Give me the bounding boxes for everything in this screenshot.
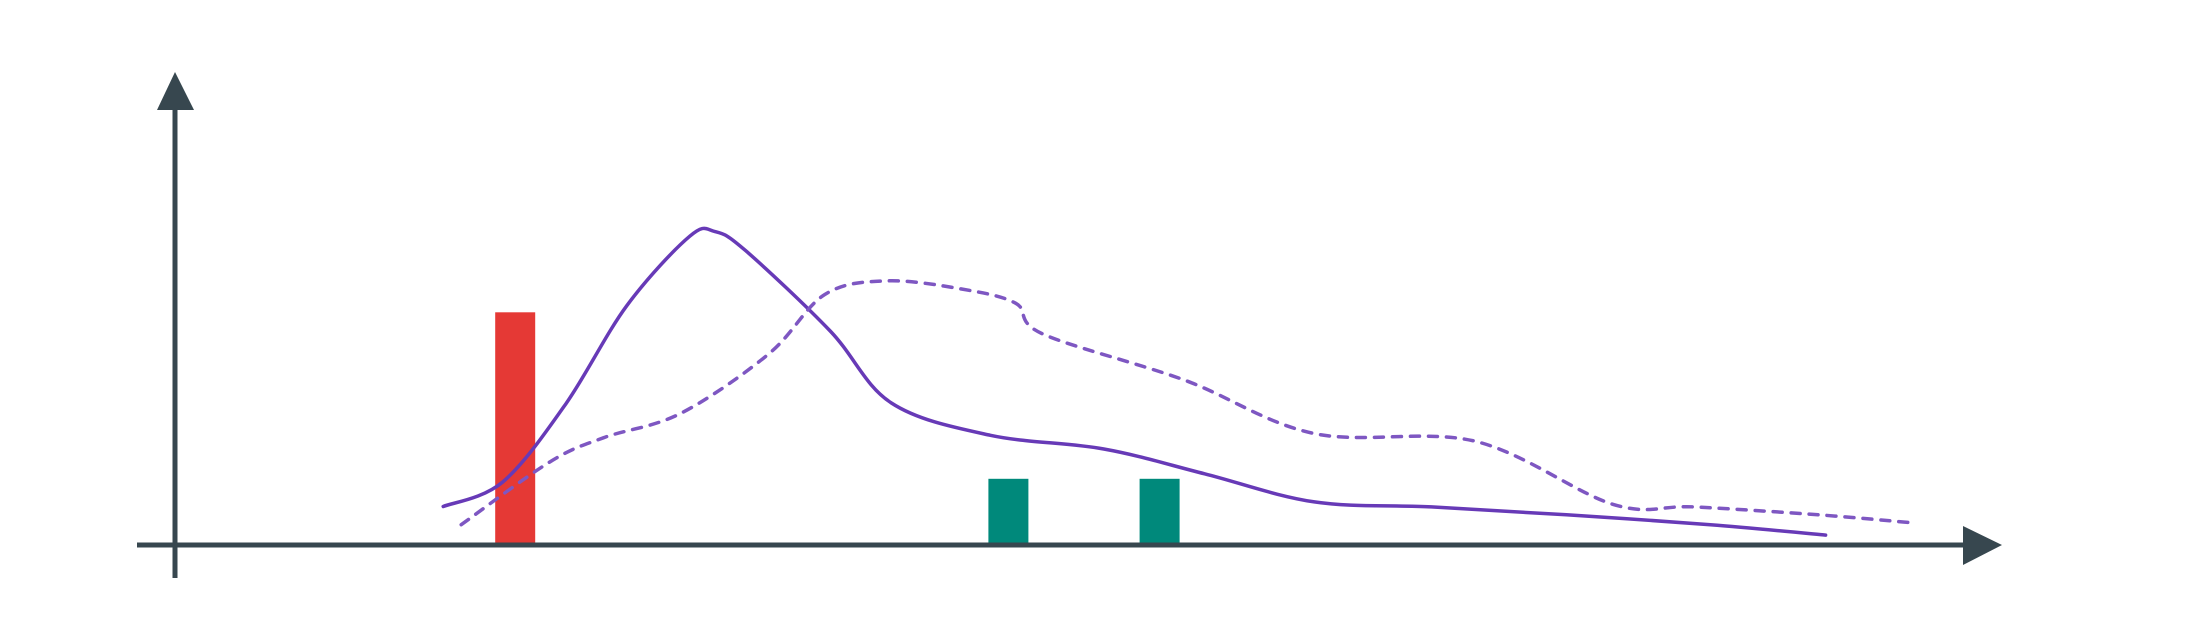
x-axis-arrow-icon <box>1963 526 2002 565</box>
solid-series-line <box>441 226 1828 537</box>
bars-layer <box>495 312 1180 545</box>
series-layer <box>441 226 1912 537</box>
bar-1 <box>495 312 536 545</box>
bar-2 <box>988 478 1029 545</box>
axes-layer <box>137 72 2002 578</box>
bar-3 <box>1139 478 1180 545</box>
dashed-series-line <box>459 279 1912 527</box>
y-axis-arrow-icon <box>157 72 194 110</box>
